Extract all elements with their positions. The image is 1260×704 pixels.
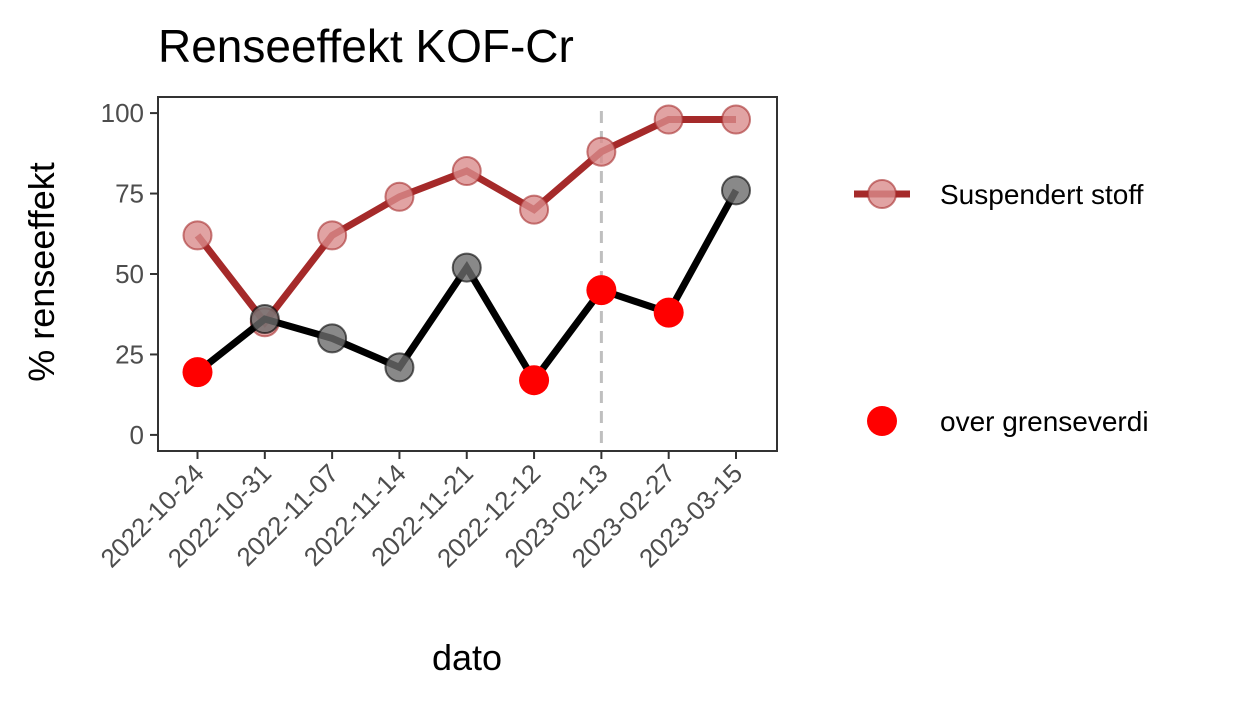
legend: Suspendert stoff over grenseverdi <box>854 179 1149 437</box>
data-point-over-limit <box>586 275 617 306</box>
x-axis: 2022-10-242022-10-312022-11-072022-11-14… <box>94 451 748 573</box>
data-point <box>249 304 280 335</box>
data-point <box>721 175 751 206</box>
data-point <box>182 220 213 251</box>
y-tick-label: 75 <box>115 179 144 209</box>
data-point-over-limit <box>182 357 213 388</box>
y-tick-label: 50 <box>115 259 144 289</box>
data-point <box>384 181 415 212</box>
legend-item: over grenseverdi <box>867 406 1149 437</box>
y-tick-label: 100 <box>101 98 144 128</box>
x-axis-title: dato <box>432 637 502 678</box>
series-1 <box>182 175 751 396</box>
y-axis: 0 25 50 75 100 <box>101 98 158 450</box>
data-point <box>721 104 751 135</box>
data-point <box>519 194 550 225</box>
data-point-over-limit <box>653 297 684 328</box>
y-axis-title: % renseeffekt <box>21 162 62 381</box>
legend-label: Suspendert stoff <box>940 179 1144 210</box>
data-point-over-limit <box>519 365 550 396</box>
data-point <box>384 352 415 383</box>
data-point <box>451 252 482 283</box>
legend-item: Suspendert stoff <box>854 179 1144 210</box>
data-point <box>586 136 617 167</box>
y-tick-label: 0 <box>130 420 144 450</box>
y-tick-label: 25 <box>115 339 144 369</box>
series-layer <box>182 104 751 396</box>
chart-title: Renseeffekt KOF-Cr <box>158 20 574 72</box>
legend-key-point <box>867 406 897 436</box>
data-point <box>653 104 684 135</box>
data-point <box>451 156 482 187</box>
data-point <box>317 220 348 251</box>
legend-key-point <box>867 179 897 209</box>
data-point <box>317 323 348 354</box>
legend-label: over grenseverdi <box>940 406 1149 437</box>
